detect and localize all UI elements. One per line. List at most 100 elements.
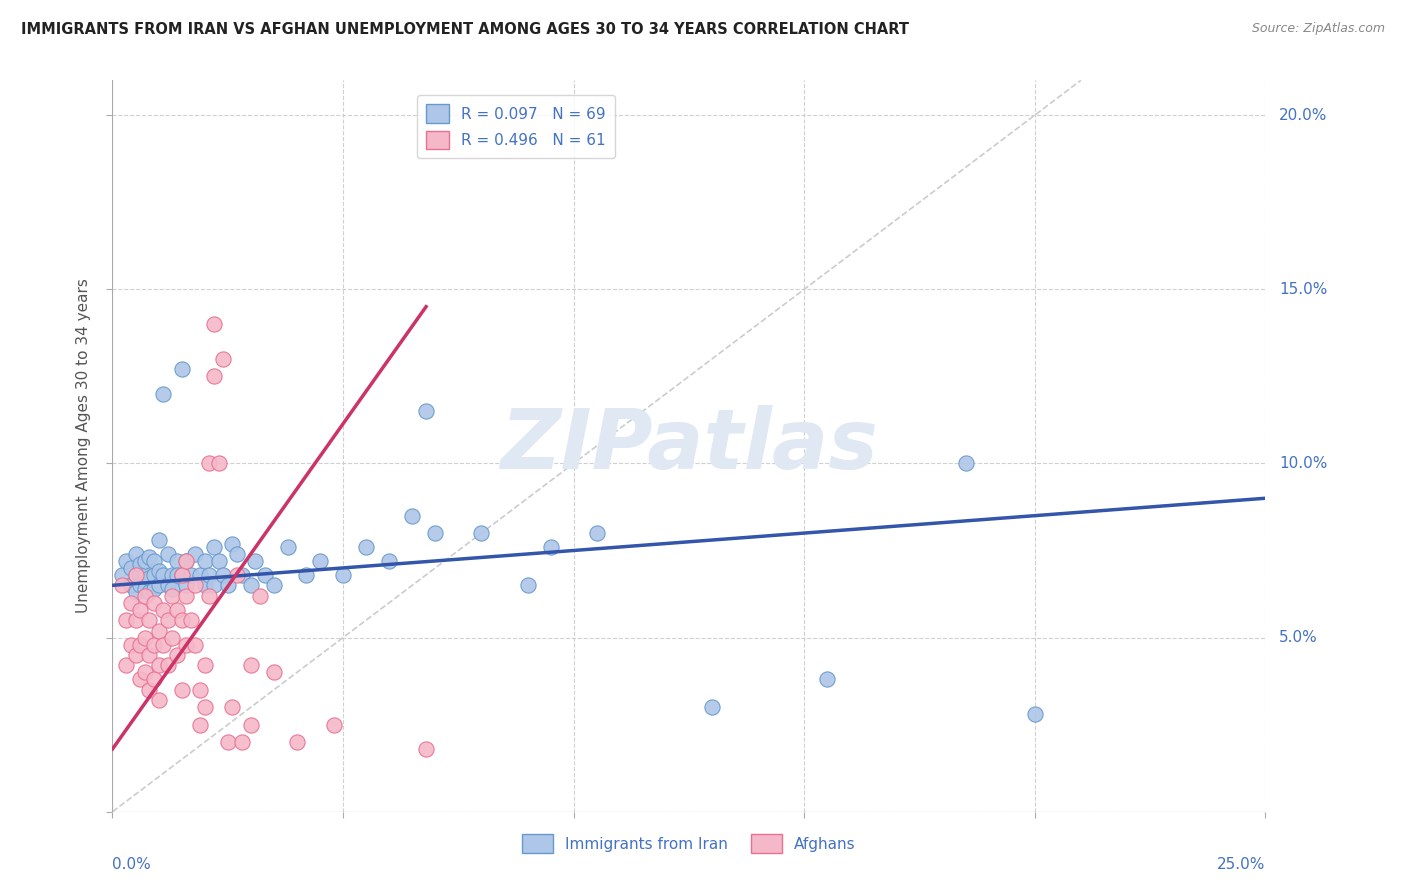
Point: [332, 567, 354, 582]
Point: [156, 547, 179, 561]
Point: [184, 638, 207, 652]
Point: [207, 457, 229, 471]
Point: [239, 578, 262, 592]
Point: [166, 554, 188, 568]
Point: [174, 554, 197, 568]
Point: [174, 554, 197, 568]
Point: [143, 567, 166, 582]
Point: [263, 665, 285, 680]
Point: [166, 648, 188, 662]
Point: [231, 735, 253, 749]
Point: [162, 582, 184, 596]
Point: [138, 571, 160, 585]
Point: [249, 589, 271, 603]
Text: IMMIGRANTS FROM IRAN VS AFGHAN UNEMPLOYMENT AMONG AGES 30 TO 34 YEARS CORRELATIO: IMMIGRANTS FROM IRAN VS AFGHAN UNEMPLOYM…: [21, 22, 910, 37]
Point: [174, 578, 197, 592]
Point: [194, 700, 217, 714]
Point: [162, 589, 184, 603]
Point: [124, 613, 146, 627]
Point: [129, 603, 152, 617]
Point: [115, 613, 138, 627]
Point: [285, 735, 308, 749]
Point: [124, 567, 146, 582]
Point: [115, 658, 138, 673]
Point: [184, 547, 207, 561]
Point: [217, 735, 239, 749]
Point: [166, 567, 188, 582]
Point: [180, 613, 202, 627]
Point: [143, 673, 166, 687]
Point: [120, 561, 142, 575]
Point: [156, 658, 179, 673]
Point: [124, 648, 146, 662]
Point: [174, 638, 197, 652]
Point: [129, 578, 152, 592]
Point: [354, 540, 377, 554]
Point: [198, 457, 221, 471]
Point: [700, 700, 723, 714]
Point: [148, 658, 170, 673]
Point: [226, 547, 249, 561]
Text: ZIPatlas: ZIPatlas: [501, 406, 877, 486]
Point: [170, 567, 193, 582]
Point: [170, 362, 193, 376]
Point: [129, 638, 152, 652]
Point: [152, 603, 174, 617]
Point: [188, 717, 211, 731]
Point: [156, 578, 179, 592]
Legend: Immigrants from Iran, Afghans: Immigrants from Iran, Afghans: [516, 828, 862, 859]
Point: [415, 742, 437, 756]
Point: [470, 526, 492, 541]
Point: [129, 558, 152, 572]
Point: [162, 567, 184, 582]
Point: [815, 673, 838, 687]
Point: [322, 717, 344, 731]
Point: [134, 554, 156, 568]
Text: 15.0%: 15.0%: [1279, 282, 1327, 297]
Point: [162, 631, 184, 645]
Point: [231, 567, 253, 582]
Point: [143, 554, 166, 568]
Point: [202, 369, 225, 384]
Point: [111, 578, 134, 592]
Point: [124, 547, 146, 561]
Text: 10.0%: 10.0%: [1279, 456, 1327, 471]
Point: [156, 613, 179, 627]
Point: [239, 658, 262, 673]
Point: [188, 567, 211, 582]
Point: [202, 578, 225, 592]
Point: [585, 526, 607, 541]
Point: [170, 682, 193, 697]
Point: [143, 596, 166, 610]
Point: [174, 589, 197, 603]
Point: [253, 567, 276, 582]
Point: [198, 589, 221, 603]
Point: [194, 578, 217, 592]
Point: [166, 603, 188, 617]
Y-axis label: Unemployment Among Ages 30 to 34 years: Unemployment Among Ages 30 to 34 years: [76, 278, 91, 614]
Point: [212, 567, 235, 582]
Text: 0.0%: 0.0%: [112, 857, 152, 872]
Point: [207, 554, 229, 568]
Point: [134, 582, 156, 596]
Point: [152, 567, 174, 582]
Point: [138, 682, 160, 697]
Text: 25.0%: 25.0%: [1218, 857, 1265, 872]
Point: [124, 585, 146, 599]
Point: [152, 386, 174, 401]
Text: 5.0%: 5.0%: [1279, 630, 1317, 645]
Point: [134, 589, 156, 603]
Point: [170, 613, 193, 627]
Point: [221, 700, 243, 714]
Point: [148, 533, 170, 547]
Point: [115, 554, 138, 568]
Point: [309, 554, 332, 568]
Point: [134, 567, 156, 582]
Point: [194, 658, 217, 673]
Point: [221, 536, 243, 550]
Point: [277, 540, 299, 554]
Point: [425, 526, 447, 541]
Point: [170, 567, 193, 582]
Point: [148, 624, 170, 638]
Text: 20.0%: 20.0%: [1279, 108, 1327, 122]
